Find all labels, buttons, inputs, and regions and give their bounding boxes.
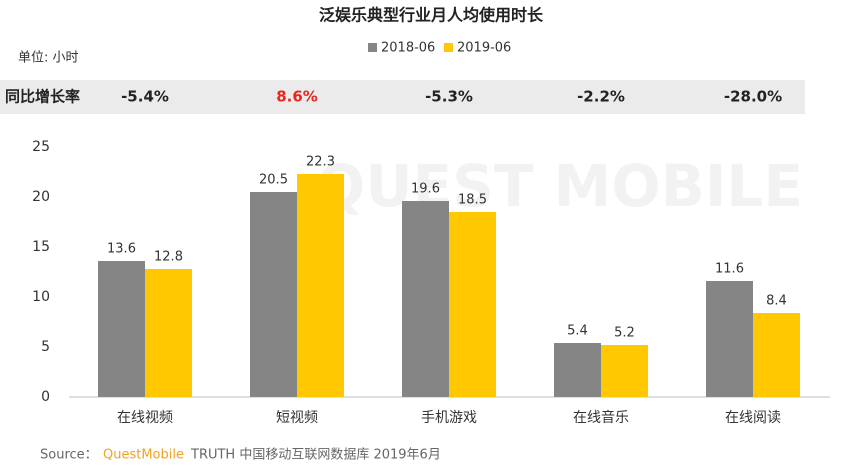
bar bbox=[706, 281, 753, 397]
data-label: 5.4 bbox=[567, 324, 588, 339]
y-tick-label: 0 bbox=[41, 389, 50, 405]
data-label: 18.5 bbox=[458, 193, 487, 208]
data-label: 13.6 bbox=[107, 242, 136, 257]
growth-value: -5.4% bbox=[121, 88, 169, 106]
growth-value: -5.3% bbox=[425, 88, 473, 106]
source-brand: QuestMobile bbox=[103, 448, 184, 463]
y-tick-label: 10 bbox=[32, 289, 50, 305]
x-tick-label: 在线音乐 bbox=[573, 409, 629, 426]
data-label: 12.8 bbox=[154, 250, 183, 265]
watermark: QUEST MOBILE bbox=[316, 152, 803, 220]
source-text: TRUTH 中国移动互联网数据库 2019年6月 bbox=[190, 447, 441, 463]
bar bbox=[554, 343, 601, 397]
bar bbox=[250, 192, 297, 397]
legend-label: 2019-06 bbox=[457, 41, 511, 56]
y-tick-label: 20 bbox=[32, 189, 50, 205]
legend-swatch bbox=[444, 43, 453, 52]
growth-label: 同比增长率 bbox=[5, 88, 80, 106]
bar bbox=[297, 174, 344, 397]
y-tick-label: 5 bbox=[41, 339, 50, 355]
growth-value: 8.6% bbox=[276, 88, 318, 106]
growth-row-bg bbox=[0, 80, 805, 114]
growth-value: -2.2% bbox=[577, 88, 625, 106]
x-tick-label: 在线阅读 bbox=[725, 409, 781, 426]
data-label: 20.5 bbox=[259, 173, 288, 188]
data-label: 11.6 bbox=[715, 262, 744, 277]
legend-label: 2018-06 bbox=[381, 41, 435, 56]
source-prefix: Source： bbox=[40, 448, 98, 463]
x-tick-label: 在线视频 bbox=[117, 410, 173, 426]
y-tick-label: 15 bbox=[32, 239, 50, 255]
y-tick-label: 25 bbox=[32, 139, 50, 155]
bar bbox=[145, 269, 192, 397]
growth-value: -28.0% bbox=[724, 88, 782, 106]
data-label: 5.2 bbox=[614, 326, 635, 341]
bar bbox=[402, 201, 449, 397]
data-label: 19.6 bbox=[411, 182, 440, 197]
legend-swatch bbox=[368, 43, 377, 52]
bar bbox=[98, 261, 145, 397]
x-tick-label: 手机游戏 bbox=[421, 410, 477, 426]
bar bbox=[449, 212, 496, 397]
bar bbox=[601, 345, 648, 397]
bar bbox=[753, 313, 800, 397]
data-label: 8.4 bbox=[766, 294, 787, 309]
unit-label: 单位: 小时 bbox=[18, 51, 79, 66]
chart-title: 泛娱乐典型行业月人均使用时长 bbox=[319, 6, 544, 25]
x-tick-label: 短视频 bbox=[276, 410, 318, 426]
data-label: 22.3 bbox=[306, 155, 335, 170]
